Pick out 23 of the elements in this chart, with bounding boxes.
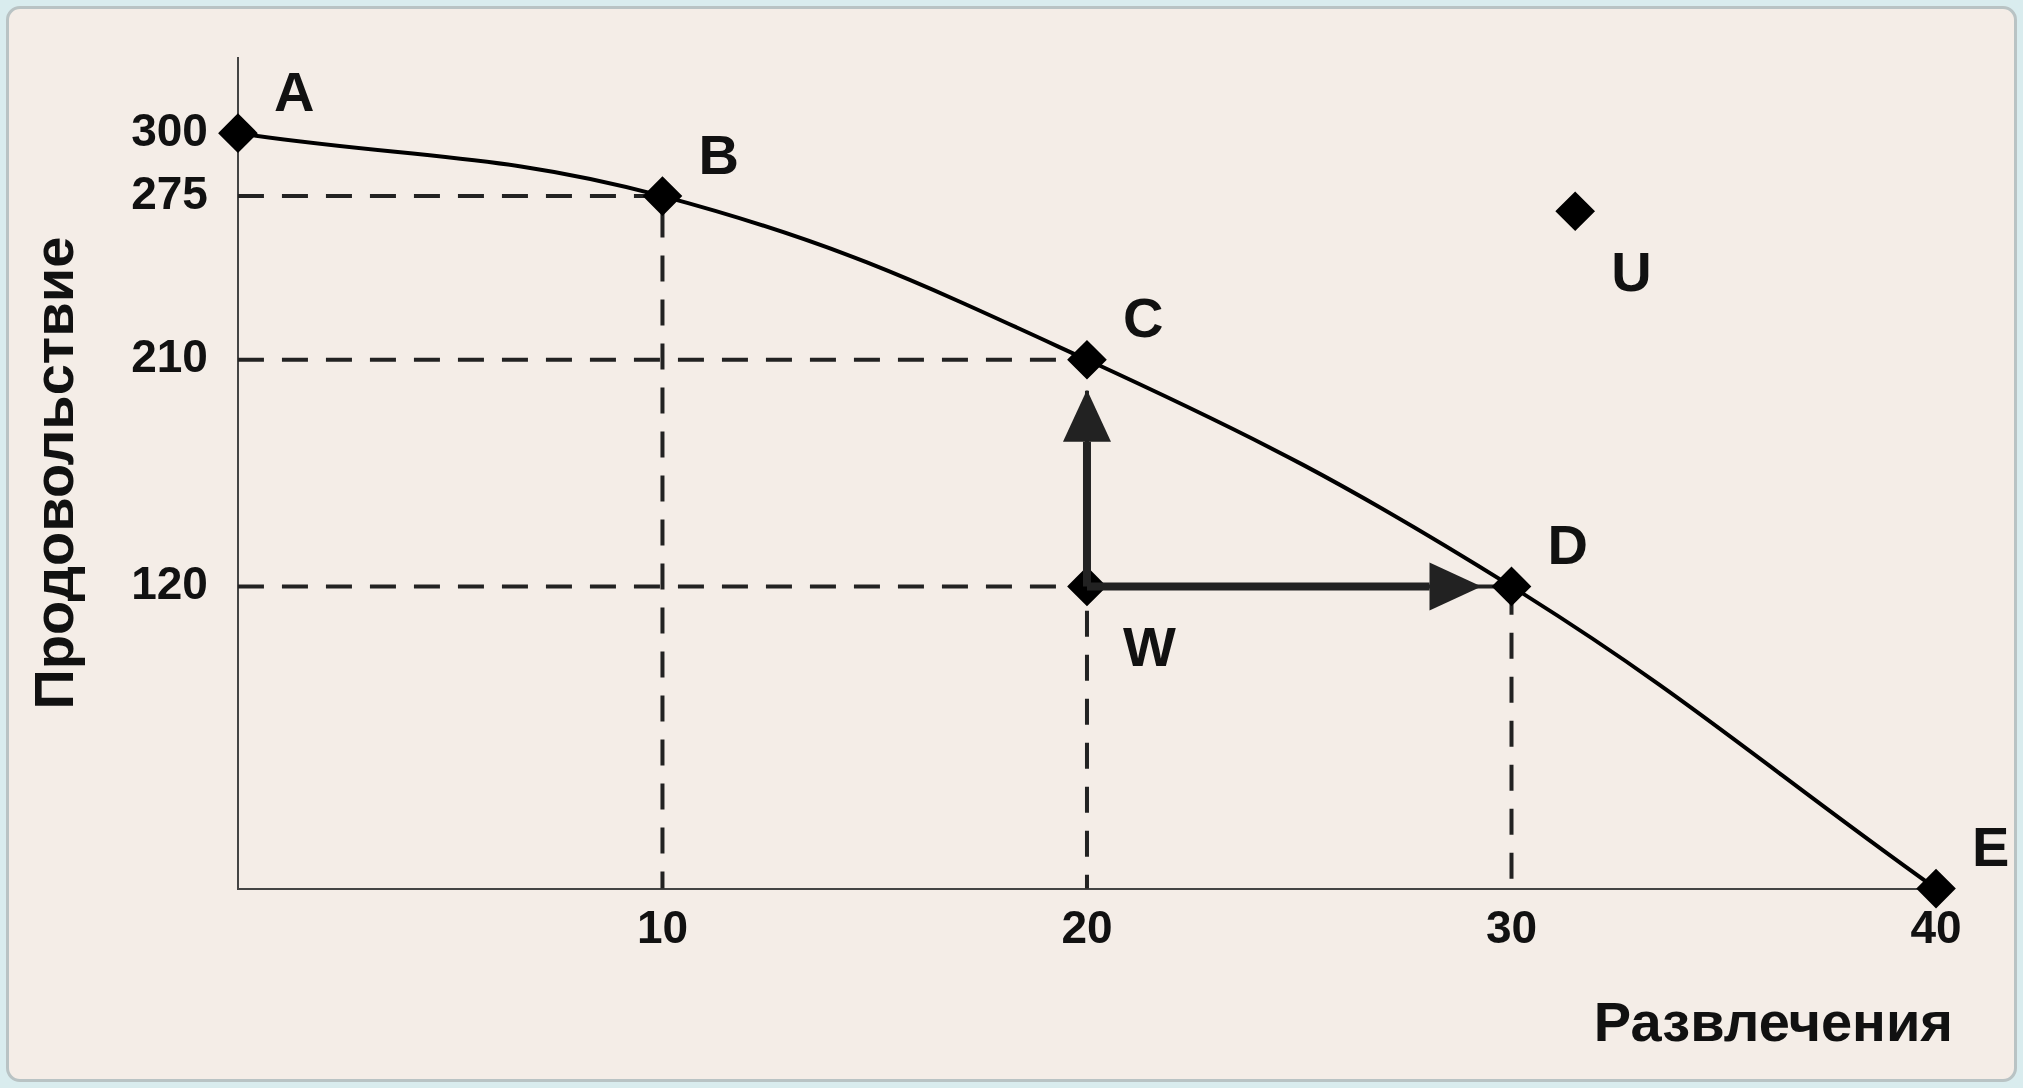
x-tick-label: 30 [1485, 900, 1538, 953]
annotation: E [1972, 815, 2010, 879]
y-tick-label: 275 [131, 166, 208, 219]
y-tick-label: 300 [131, 103, 208, 156]
point [643, 177, 682, 216]
annotation: W [1122, 614, 1176, 678]
point [1492, 567, 1531, 606]
annotation: D [1547, 512, 1588, 576]
point [1067, 340, 1106, 379]
x-axis-title: Развлечения [1593, 989, 1953, 1053]
x-tick-label: 20 [1061, 900, 1113, 953]
annotation: C [1122, 286, 1164, 350]
y-axis-title: Продовольствие [22, 236, 86, 710]
x-tick-label: 10 [636, 900, 689, 953]
point [218, 114, 257, 153]
annotation: B [698, 122, 739, 186]
annotation: A [273, 59, 315, 123]
y-tick-label: 120 [131, 557, 208, 610]
annotation: U [1611, 239, 1652, 303]
x-tick-label: 40 [1910, 900, 1962, 953]
point [1917, 869, 1956, 908]
y-tick-label: 210 [131, 330, 208, 383]
point [1556, 192, 1595, 231]
